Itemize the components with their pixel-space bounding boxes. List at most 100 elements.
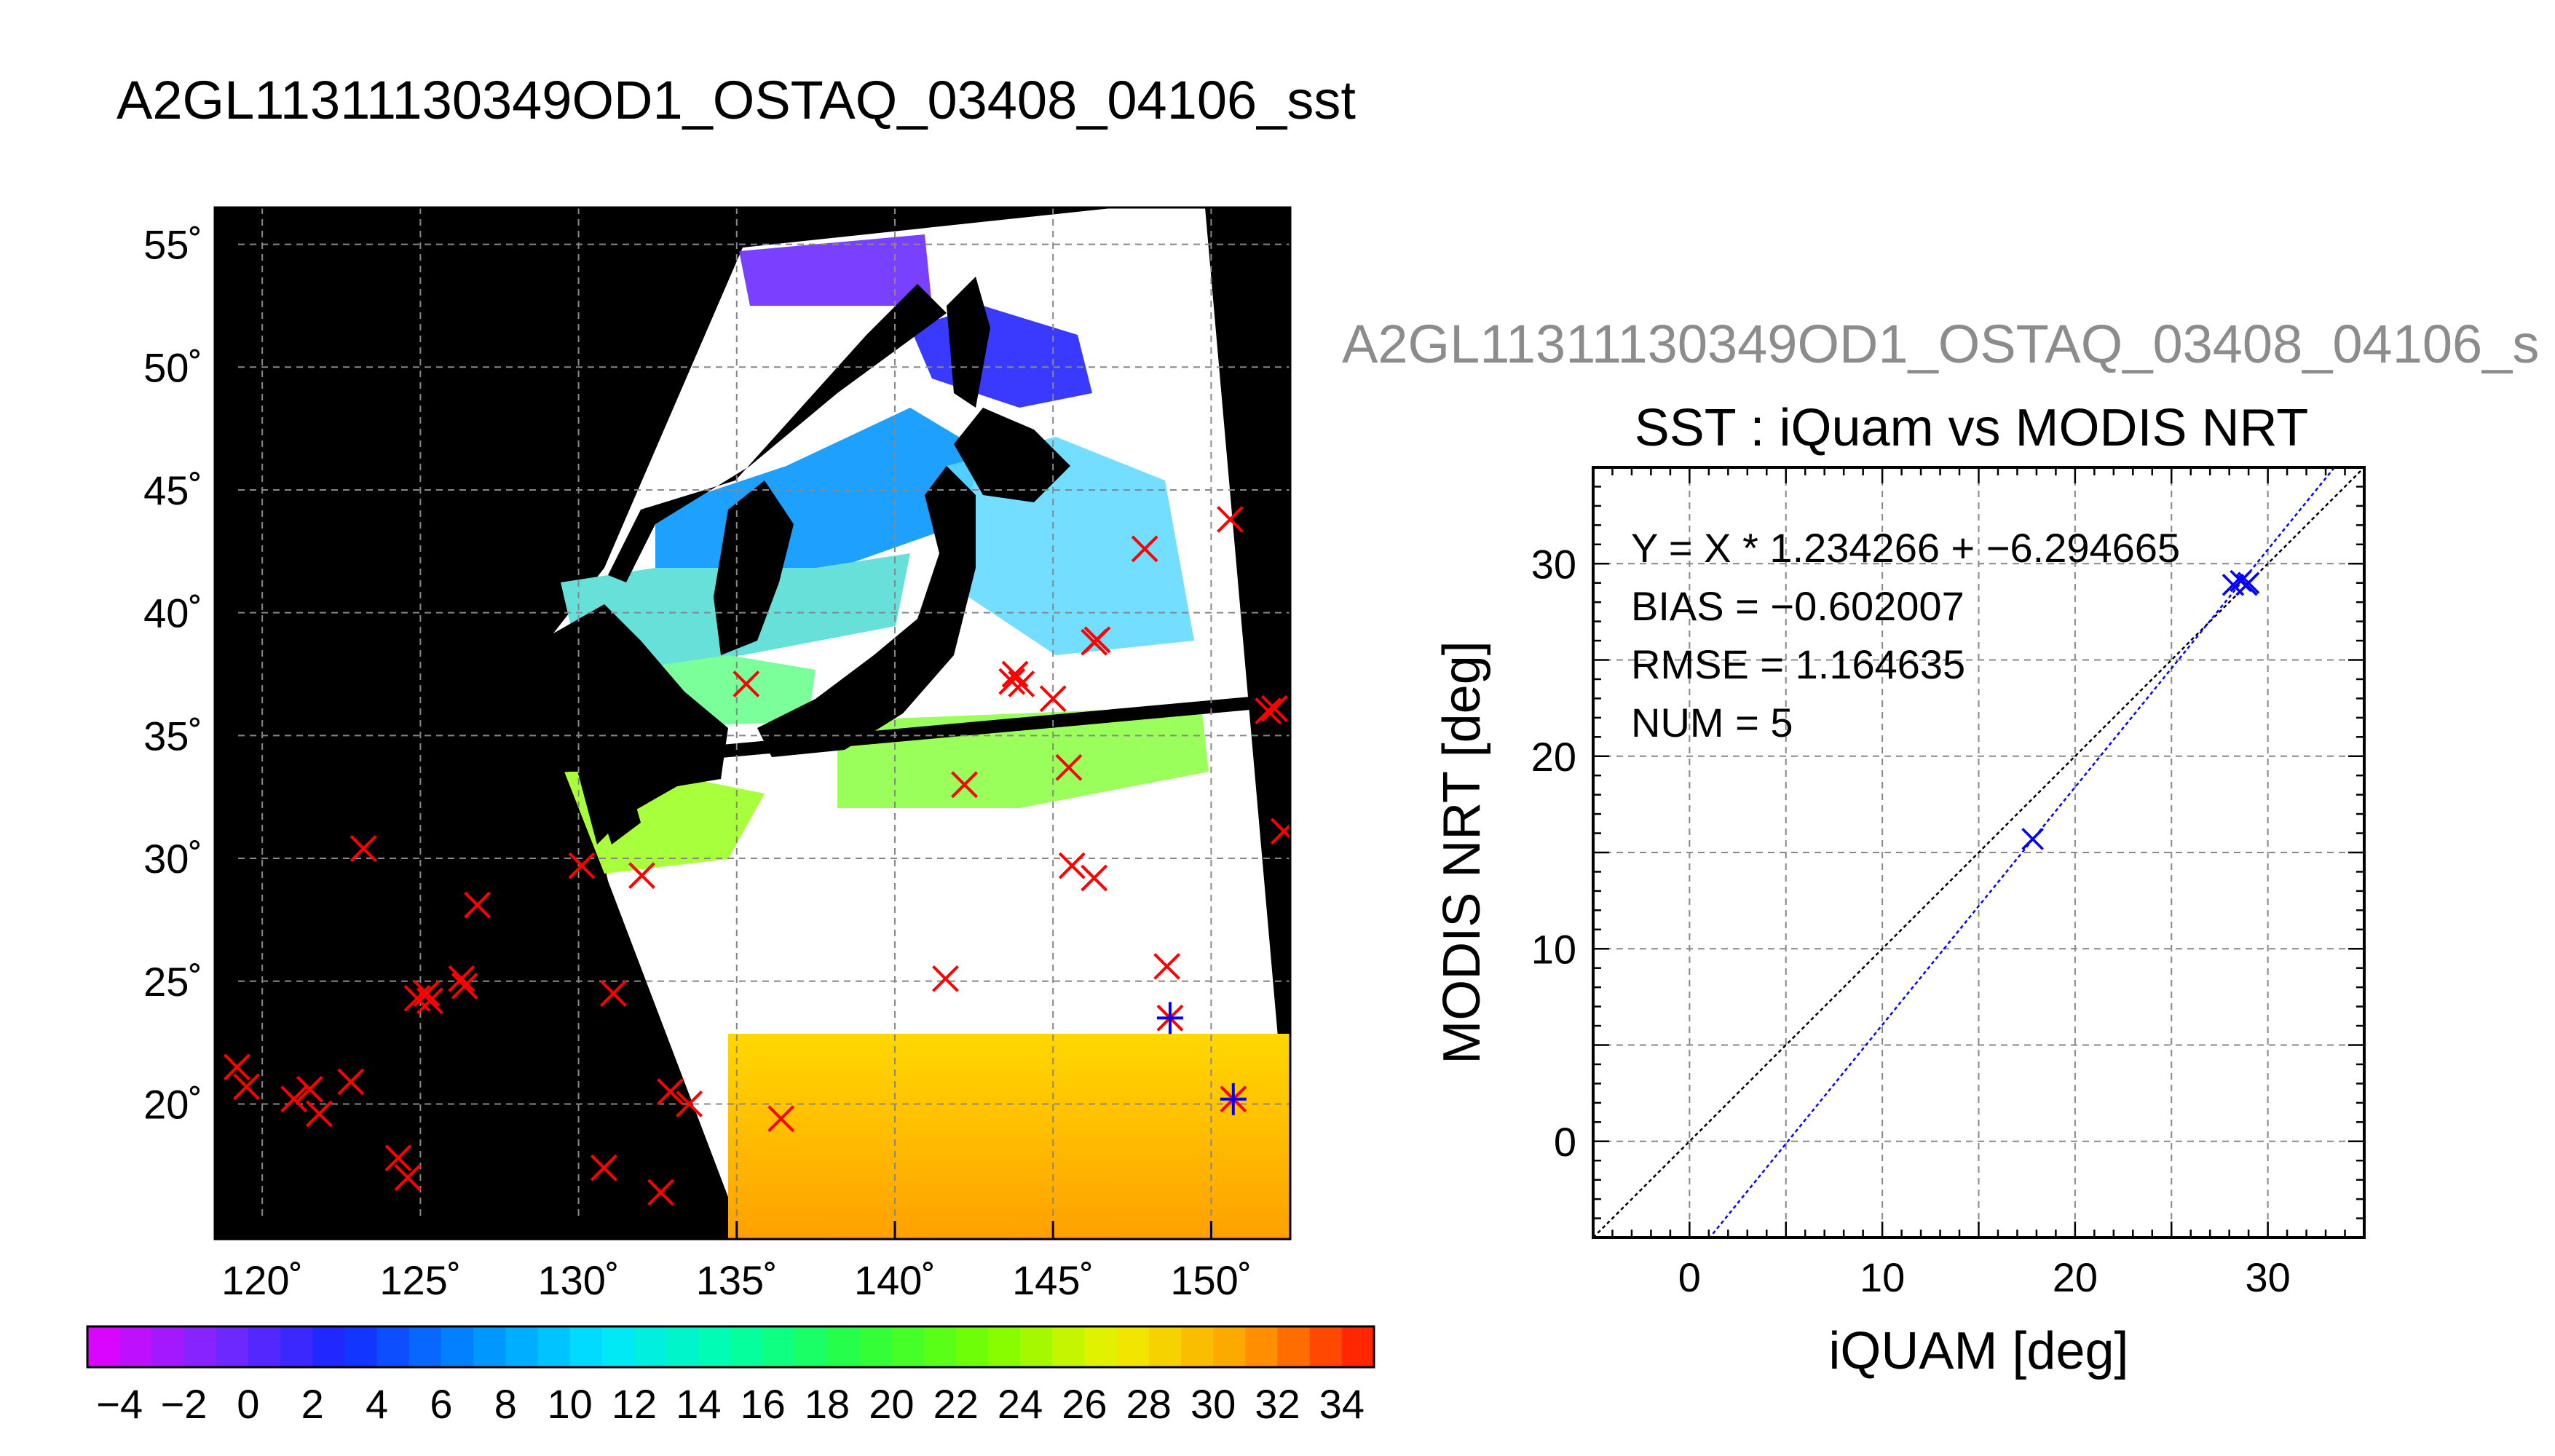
red-matchup-marker — [590, 1154, 617, 1182]
red-matchup-marker — [1055, 753, 1083, 781]
red-marker-stroke — [413, 980, 441, 1008]
colorbar-tick-label: 10 — [547, 1381, 592, 1427]
colorbar-segment — [1052, 1326, 1086, 1367]
colorbar-segment — [280, 1326, 313, 1367]
colorbar-segment — [537, 1326, 571, 1367]
red-matchup-marker — [767, 1105, 795, 1133]
map-lat-tick-label: 20˚ — [143, 1081, 202, 1127]
scatter-y-tick-label: 10 — [1531, 926, 1576, 972]
colorbar-segment — [344, 1326, 378, 1367]
red-matchup-marker — [448, 965, 475, 992]
red-marker-stroke — [767, 1105, 795, 1133]
red-marker-stroke — [1131, 535, 1158, 563]
red-matchup-marker — [932, 965, 959, 992]
colorbar-tick-label: 20 — [869, 1381, 914, 1427]
colorbar-tick-label: 26 — [1062, 1381, 1107, 1427]
map-lon-tick-label: 125˚ — [379, 1257, 461, 1303]
colorbar-segment — [119, 1326, 152, 1367]
scatter-x-tick-label: 20 — [2053, 1254, 2098, 1300]
scatter-y-tick-label: 20 — [1531, 734, 1576, 780]
red-matchup-marker — [416, 987, 443, 1015]
map-lat-tick-label: 30˚ — [143, 836, 202, 882]
red-marker-stroke — [1255, 697, 1282, 725]
colorbar-segment — [987, 1326, 1021, 1367]
scatter-point — [2237, 571, 2260, 594]
colorbar-segment — [827, 1326, 860, 1367]
red-marker-stroke — [951, 771, 978, 799]
land-hokkaido — [954, 408, 1070, 502]
colorbar-tick-label: 22 — [933, 1381, 979, 1427]
colorbar-tick-label: 4 — [366, 1381, 388, 1427]
scatter-caption: A2GL11311130349OD1_OSTAQ_03408_04106_s — [1342, 314, 2540, 374]
red-marker-stroke — [451, 973, 478, 1000]
colorbar-tick-label: 2 — [301, 1381, 324, 1427]
colorbar-segment — [1084, 1326, 1118, 1367]
red-marker-stroke — [448, 965, 475, 992]
map-lat-tick-label: 35˚ — [143, 713, 202, 759]
colorbar-segment — [1245, 1326, 1279, 1367]
colorbar-segment — [601, 1326, 635, 1367]
scatter-x-tick-label: 0 — [1678, 1254, 1701, 1300]
scatter-point-stroke — [2021, 828, 2044, 850]
blue-matchup-marker — [1220, 1083, 1247, 1115]
red-marker-stroke — [394, 1164, 422, 1192]
map-lat-tick-label: 45˚ — [143, 467, 202, 513]
red-marker-stroke — [1081, 864, 1108, 892]
red-matchup-marker — [1270, 818, 1290, 845]
red-matchup-marker — [647, 1179, 674, 1206]
scatter-point-stroke — [2230, 569, 2252, 593]
red-marker-stroke — [1270, 823, 1290, 845]
colorbar-tick-label: 18 — [805, 1381, 850, 1427]
red-marker-stroke — [1260, 695, 1288, 722]
red-matchup-marker — [1255, 697, 1282, 725]
colorbar-segment — [1277, 1326, 1311, 1367]
colorbar-tick-label: 32 — [1255, 1381, 1300, 1427]
map-lon-tick-label: 130˚ — [538, 1257, 620, 1303]
red-marker-stroke — [416, 987, 443, 1015]
colorbar-segment — [955, 1326, 989, 1367]
map-lon-tick-label: 120˚ — [221, 1257, 303, 1303]
colorbar-tick-label: 0 — [237, 1381, 259, 1427]
red-matchup-marker — [998, 668, 1026, 695]
colorbar-segment — [923, 1326, 957, 1367]
red-matchup-marker — [732, 670, 760, 697]
red-marker-stroke — [1217, 506, 1244, 533]
colorbar-segment — [1116, 1326, 1150, 1367]
red-matchup-marker — [350, 835, 377, 862]
red-marker-stroke — [305, 1100, 333, 1128]
scatter-stats-line: RMSE = 1.164635 — [1631, 641, 1965, 687]
colorbar-segment — [633, 1326, 667, 1367]
red-marker-stroke — [568, 852, 596, 879]
colorbar-segment — [569, 1326, 603, 1367]
red-marker-stroke — [384, 1144, 412, 1172]
red-matchup-marker — [1008, 670, 1035, 697]
scatter-plot: 0 10 20 30 0 10 20 30 SST : iQuam vs MODIS NRT iQ… — [1433, 399, 2366, 1380]
red-matchup-marker — [1058, 852, 1086, 879]
red-matchup-marker — [1131, 535, 1158, 563]
colorbar-tick-label: 24 — [998, 1381, 1043, 1427]
scatter-y-tick-label: 0 — [1554, 1119, 1576, 1165]
red-matchup-marker — [568, 852, 596, 879]
scatter-x-axis-label: iQUAM [deg] — [1828, 1322, 2128, 1380]
colorbar-tick-label: −2 — [161, 1381, 208, 1427]
colorbar-segment — [1341, 1326, 1375, 1367]
colorbar-segment — [151, 1326, 185, 1367]
red-marker-stroke — [628, 862, 655, 890]
scatter-stats-line: NUM = 5 — [1631, 700, 1793, 745]
scatter-y-axis-label: MODIS NRT [deg] — [1433, 641, 1491, 1064]
colorbar-segment — [216, 1326, 249, 1367]
red-marker-stroke — [932, 965, 959, 992]
scatter-stats-line: Y = X * 1.234266 + −6.294665 — [1631, 525, 2180, 571]
scatter-x-tick-label: 30 — [2245, 1254, 2290, 1300]
scatter-point-stroke — [2237, 571, 2260, 594]
red-marker-stroke — [296, 1075, 323, 1103]
red-marker-stroke — [337, 1068, 365, 1096]
red-matchup-marker — [628, 862, 655, 890]
red-matchup-marker — [223, 1053, 250, 1081]
scatter-point — [2230, 569, 2252, 593]
colorbar-segment — [87, 1326, 120, 1367]
colorbar-tick-label: 8 — [494, 1381, 517, 1427]
colorbar-segment — [312, 1326, 345, 1367]
colorbar-segment — [248, 1326, 281, 1367]
